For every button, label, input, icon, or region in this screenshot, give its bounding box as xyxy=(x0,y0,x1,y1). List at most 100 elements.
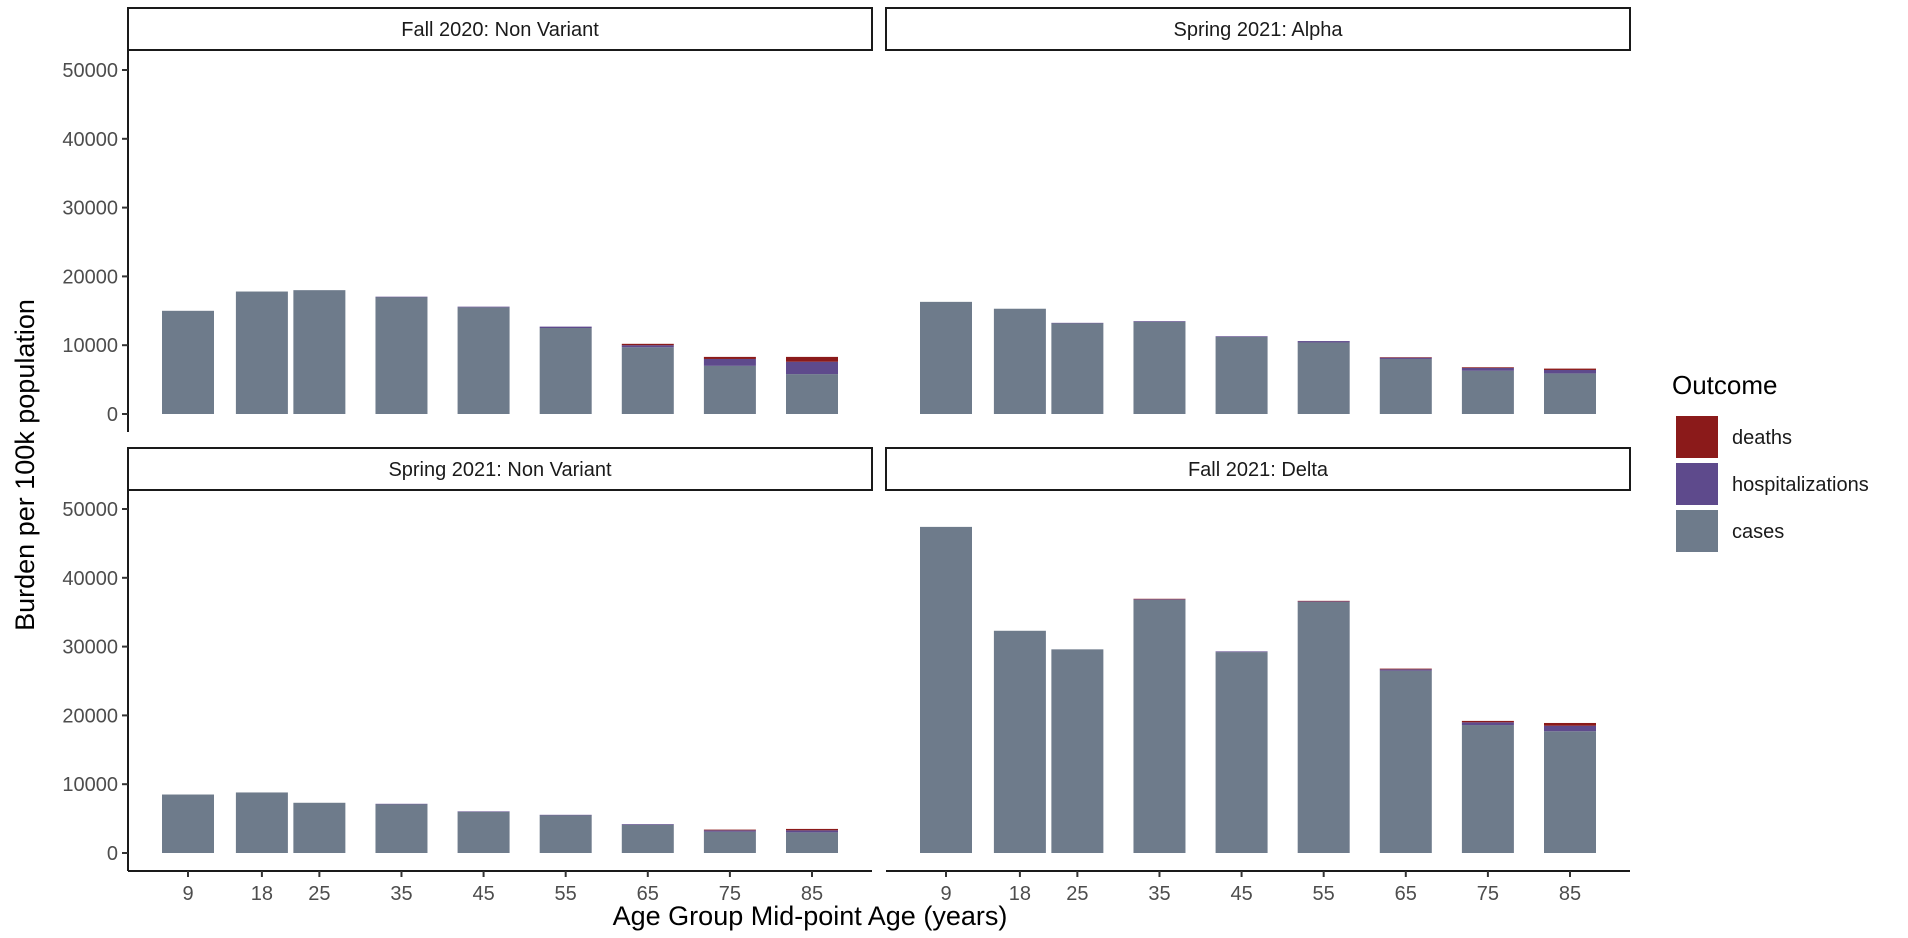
bar-hospitalizations xyxy=(1133,599,1186,600)
y-tick-label: 20000 xyxy=(62,266,118,288)
y-tick-label: 30000 xyxy=(62,198,118,220)
y-tick-label: 0 xyxy=(107,404,118,426)
y-tick-label: 10000 xyxy=(62,335,118,357)
facet-strip xyxy=(127,7,873,51)
x-tick-label: 55 xyxy=(1313,883,1335,905)
bar-cases xyxy=(993,308,1046,414)
x-tick-label: 9 xyxy=(940,883,951,905)
x-tick-label: 45 xyxy=(472,883,494,905)
bar-deaths xyxy=(1544,722,1596,726)
bar-cases xyxy=(1215,336,1268,414)
bar-hospitalizations xyxy=(539,326,592,328)
bar-cases xyxy=(457,307,510,414)
legend-title: Outcome xyxy=(1672,370,1778,400)
bar-cases xyxy=(621,347,674,414)
facets-layer: Fall 2020: Non Variant 0 10000 20000 30000 40… xyxy=(62,7,1631,905)
x-tick-label: 35 xyxy=(390,883,412,905)
bar-hospitalizations xyxy=(457,306,510,308)
bar-deaths xyxy=(786,828,838,831)
bar-cases xyxy=(621,824,674,853)
bar-hospitalizations xyxy=(1461,367,1514,371)
bar-hospitalizations xyxy=(1379,669,1432,671)
bar-hospitalizations xyxy=(375,296,428,298)
bar-hospitalizations xyxy=(539,814,592,816)
x-tick-label: 75 xyxy=(1477,883,1499,905)
bar-cases xyxy=(162,794,214,853)
facet-title: Spring 2021: Non Variant xyxy=(388,459,612,481)
bars xyxy=(920,301,1596,414)
y-tick-label: 0 xyxy=(107,843,118,865)
y-axis-title: Burden per 100k population xyxy=(10,299,40,631)
bar-deaths xyxy=(1379,357,1432,358)
legend-swatch-cases xyxy=(1676,510,1718,552)
y-tick-label: 40000 xyxy=(62,129,118,151)
x-tick-label: 45 xyxy=(1230,883,1252,905)
bar-cases xyxy=(1379,358,1432,414)
bar-cases xyxy=(162,310,214,414)
bar-cases xyxy=(1544,731,1596,853)
legend-label-cases: cases xyxy=(1732,521,1784,543)
bar-hospitalizations xyxy=(1215,336,1268,337)
x-axis-title: Age Group Mid-point Age (years) xyxy=(613,901,1008,931)
bar-cases xyxy=(920,301,972,414)
bar-deaths xyxy=(703,829,756,831)
bar-cases xyxy=(1461,725,1514,853)
x-tick-label: 18 xyxy=(251,883,273,905)
bar-cases xyxy=(703,365,756,414)
bar-deaths xyxy=(1461,367,1514,368)
bar-cases xyxy=(1051,649,1104,853)
bar-deaths xyxy=(621,343,674,346)
bar-cases xyxy=(786,832,838,853)
y-tick-label: 30000 xyxy=(62,637,118,659)
legend-label-deaths: deaths xyxy=(1732,427,1792,449)
x-tick-label: 65 xyxy=(637,883,659,905)
facet-panel: Fall 2020: Non Variant 0 10000 20000 30000 40… xyxy=(62,7,873,432)
y-tick-label: 20000 xyxy=(62,705,118,727)
bar-deaths xyxy=(703,356,756,359)
x-tick-label: 18 xyxy=(1009,883,1031,905)
x-tick-label: 25 xyxy=(1066,883,1088,905)
legend: Outcome deaths hospitalizations cases xyxy=(1672,370,1869,552)
bar-cases xyxy=(1297,342,1350,414)
bar-hospitalizations xyxy=(375,803,428,805)
x-tick-label: 85 xyxy=(801,883,823,905)
bar-hospitalizations xyxy=(1297,341,1350,343)
bar-cases xyxy=(375,297,428,414)
facet-title: Fall 2020: Non Variant xyxy=(401,19,599,41)
bar-deaths xyxy=(1544,368,1596,370)
bar-hospitalizations xyxy=(457,811,510,812)
bar-deaths xyxy=(1133,598,1186,600)
bar-cases xyxy=(293,802,346,853)
bar-cases xyxy=(1133,321,1186,414)
bar-deaths xyxy=(786,356,838,362)
bar-hospitalizations xyxy=(1544,725,1596,732)
bar-hospitalizations xyxy=(1297,601,1350,602)
bar-hospitalizations xyxy=(1133,321,1186,322)
bars xyxy=(920,526,1596,853)
bar-cases xyxy=(993,630,1046,853)
bar-hospitalizations xyxy=(621,345,674,348)
facet-strip xyxy=(885,447,1631,491)
x-tick-label: 35 xyxy=(1148,883,1170,905)
legend-swatch-hospitalizations xyxy=(1676,463,1718,505)
legend-swatch-deaths xyxy=(1676,416,1718,458)
facet-panel: Spring 2021: Non Variant 0 10000 20000 30000… xyxy=(62,447,873,905)
bar-cases xyxy=(703,831,756,853)
facet-title: Spring 2021: Alpha xyxy=(1173,19,1343,41)
bar-hospitalizations xyxy=(703,830,756,832)
bar-hospitalizations xyxy=(1544,369,1596,374)
bar-cases xyxy=(1461,370,1514,414)
bar-cases xyxy=(235,792,288,853)
legend-label-hospitalizations: hospitalizations xyxy=(1732,474,1869,496)
x-tick-label: 9 xyxy=(182,883,193,905)
bar-cases xyxy=(1297,601,1350,853)
y-tick-label: 40000 xyxy=(62,568,118,590)
x-tick-label: 55 xyxy=(555,883,577,905)
bar-hospitalizations xyxy=(786,361,838,375)
bar-cases xyxy=(1215,652,1268,853)
facet-strip xyxy=(885,7,1631,51)
bar-cases xyxy=(1133,599,1186,853)
bar-hospitalizations xyxy=(621,824,674,825)
bar-hospitalizations xyxy=(1215,651,1268,653)
